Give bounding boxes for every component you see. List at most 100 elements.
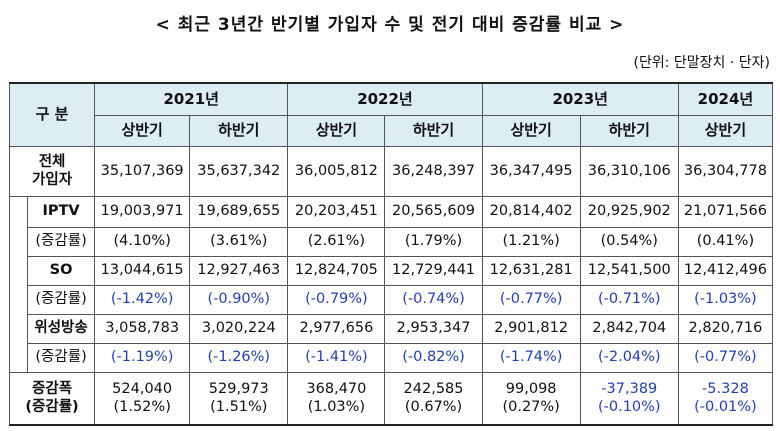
cell: 35,637,342 [189,145,289,197]
row-label: 증감폭 (증감률) [8,371,96,426]
rate-cell: (-0.77%) [677,342,774,373]
cell: 35,107,369 [94,145,191,197]
change-cell: 529,973 (1.51%) [189,371,289,426]
row-label: 위성방송 [27,313,96,344]
half-header: 하반기 [189,114,289,147]
rate-cell: (-1.74%) [481,342,581,373]
rate-cell: (-0.90%) [189,284,289,315]
cell: 21,071,566 [677,195,774,228]
change-rate: (-0.01%) [694,399,757,416]
cell: 19,003,971 [94,195,191,228]
table-row: (증감률) (-1.19%) (-1.26%) (-1.41%) (-0.82%) (-1… [10,342,774,373]
cell: 36,304,778 [677,145,774,197]
rate-cell: (2.61%) [287,226,386,257]
change-cell: -37,389 (-0.10%) [579,371,679,426]
change-value: 529,973 [208,381,269,398]
cell: 20,814,402 [481,195,581,228]
row-label: 전체 가입자 [8,145,96,197]
change-cell: 524,040 (1.52%) [94,371,191,426]
change-rate: (-0.10%) [597,399,661,416]
rate-cell: (3.61%) [189,226,289,257]
change-value: -5.328 [702,381,749,398]
subscriber-table: 구 분 2021년 2022년 2023년 2024년 상반기 하반기 상반기 하반기 상반기 하반… [8,82,774,426]
year-header: 2024년 [677,82,774,116]
rate-cell: (0.54%) [579,226,679,257]
table-row: (증감률) (4.10%) (3.61%) (2.61%) (1.79%) (1.21%)… [10,226,774,257]
rate-cell: (-1.42%) [94,284,191,315]
change-value: -37,389 [601,381,658,398]
half-header: 상반기 [677,114,774,147]
change-rate: (1.51%) [210,399,268,416]
cell: 3,058,783 [94,313,191,344]
cell: 12,541,500 [579,255,679,286]
cell: 36,248,397 [384,145,483,197]
row-label: SO [27,255,96,286]
cell: 12,824,705 [287,255,386,286]
cell: 36,005,812 [287,145,386,197]
year-header: 2023년 [481,82,679,116]
rate-cell: (-0.77%) [481,284,581,315]
change-rate: (0.67%) [404,399,463,416]
change-rate: (1.52%) [113,399,171,416]
cell: 20,203,451 [287,195,386,228]
cell: 2,953,347 [384,313,483,344]
table-row: SO 13,044,615 12,927,463 12,824,705 12,729,4… [10,255,774,286]
table-row: 상반기 하반기 상반기 하반기 상반기 하반기 상반기 [10,114,774,147]
cell: 36,347,495 [481,145,581,197]
rate-cell: (0.41%) [677,226,774,257]
rate-cell: (-1.19%) [94,342,191,373]
table-row: IPTV 19,003,971 19,689,655 20,203,451 20,565… [8,195,774,373]
title: < 최근 3년간 반기별 가입자 수 및 전기 대비 증감률 비교 > [155,15,625,35]
corner-header: 구 분 [8,82,96,147]
change-value: 524,040 [112,381,173,398]
rate-cell: (-1.26%) [189,342,289,373]
rate-cell: (-0.79%) [287,284,386,315]
cell: 2,842,704 [579,313,679,344]
cell: 13,044,615 [94,255,191,286]
cell: 12,729,441 [384,255,483,286]
cell: 2,901,812 [481,313,581,344]
cell: 3,020,224 [189,313,289,344]
cell: 2,820,716 [677,313,774,344]
table-row: 구 분 2021년 2022년 2023년 2024년 [8,82,774,147]
change-cell: 242,585 (0.67%) [384,371,483,426]
rate-cell: (1.21%) [481,226,581,257]
table-row: 증감폭 (증감률) 524,040 (1.52%) 529,973 (1.51%) 368… [8,371,774,426]
cell: 2,977,656 [287,313,386,344]
rate-label: (증감률) [27,342,96,373]
rate-cell: (4.10%) [94,226,191,257]
cell: 19,689,655 [189,195,289,228]
rate-cell: (1.79%) [384,226,483,257]
change-cell: 368,470 (1.03%) [287,371,386,426]
change-rate: (1.03%) [307,399,366,416]
cell: 36,310,106 [579,145,679,197]
unit-note: (단위: 단말장치 · 단자) [633,55,770,71]
rate-cell: (-0.71%) [579,284,679,315]
table-row: (증감률) (-1.42%) (-0.90%) (-0.79%) (-0.74%) (-0… [10,284,774,315]
rate-cell: (-1.03%) [677,284,774,315]
cell: 20,565,609 [384,195,483,228]
half-header: 하반기 [384,114,483,147]
cell: 12,631,281 [481,255,581,286]
half-header: 상반기 [94,114,191,147]
rate-label: (증감률) [27,226,96,257]
rate-cell: (-0.74%) [384,284,483,315]
rate-cell: (-1.41%) [287,342,386,373]
half-header: 상반기 [287,114,386,147]
half-header: 하반기 [579,114,679,147]
change-rate: (0.27%) [502,399,560,416]
rate-cell: (-0.82%) [384,342,483,373]
group-spacer [8,195,29,373]
year-header: 2021년 [94,82,289,116]
change-value: 242,585 [403,381,464,398]
rate-cell: (-2.04%) [579,342,679,373]
change-value: 99,098 [505,381,557,398]
row-label: IPTV [27,195,96,228]
cell: 20,925,902 [579,195,679,228]
year-header: 2022년 [287,82,483,116]
cell: 12,927,463 [189,255,289,286]
change-cell: 99,098 (0.27%) [481,371,581,426]
rate-label: (증감률) [27,284,96,315]
table-row: 위성방송 3,058,783 3,020,224 2,977,656 2,953,347… [10,313,774,344]
